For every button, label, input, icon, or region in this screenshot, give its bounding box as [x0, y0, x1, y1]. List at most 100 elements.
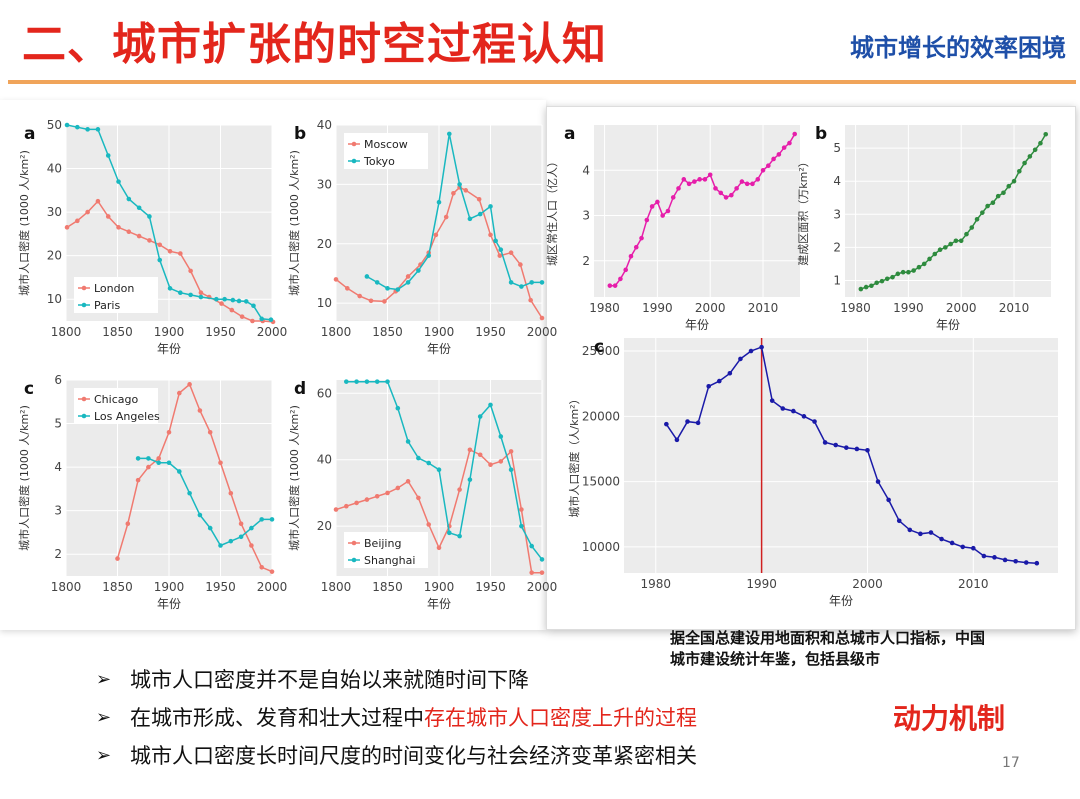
data-point [146, 456, 151, 461]
data-point [508, 449, 514, 454]
data-point [618, 276, 623, 282]
x-tick-label: 1800 [321, 325, 352, 339]
data-point [219, 301, 224, 306]
data-point [623, 267, 628, 273]
y-tick-label: 4 [54, 460, 62, 474]
x-tick-label: 1800 [321, 580, 352, 594]
data-point [854, 446, 860, 452]
panel-letter: a [24, 124, 35, 144]
data-point [197, 512, 203, 518]
legend-box [74, 277, 158, 313]
data-point [498, 459, 504, 464]
x-tick-label: 1950 [205, 580, 236, 594]
data-point [843, 445, 849, 450]
data-point [665, 208, 671, 214]
data-point [136, 205, 142, 211]
data-point [364, 274, 370, 279]
y-tick-label: 5 [54, 417, 62, 431]
plot-background [594, 125, 800, 297]
data-point [874, 280, 879, 286]
data-point [268, 317, 274, 322]
data-point [974, 216, 980, 222]
legend-entry: Paris [94, 299, 120, 312]
data-point [1023, 560, 1029, 565]
data-point [927, 256, 932, 262]
data-point [488, 462, 493, 468]
data-point [769, 398, 775, 403]
y-tick-label: 5 [833, 141, 841, 155]
data-point [374, 379, 380, 384]
data-point [985, 203, 990, 209]
data-point [467, 447, 473, 453]
data-point [519, 507, 524, 512]
x-tick-label: 2000 [946, 301, 977, 315]
data-point [457, 533, 462, 539]
y-tick-label: 3 [582, 209, 590, 223]
data-point [333, 277, 339, 282]
data-point [488, 204, 493, 209]
page-title: 二、城市扩张的时空过程认知 [22, 19, 607, 70]
data-point [739, 179, 745, 184]
data-point [981, 553, 987, 559]
data-point [64, 122, 70, 128]
x-axis-label: 年份 [157, 597, 181, 611]
y-tick-label: 40 [317, 453, 332, 467]
data-point [259, 564, 265, 570]
data-point [382, 299, 387, 304]
data-point [477, 211, 483, 217]
data-point [467, 477, 473, 482]
data-point [1032, 147, 1038, 153]
plot-background [845, 125, 1051, 297]
data-point [405, 274, 411, 279]
data-point [135, 477, 141, 483]
data-point [865, 447, 870, 453]
legend-marker [351, 158, 357, 164]
data-point [477, 414, 483, 419]
data-point [676, 186, 681, 191]
data-point [405, 439, 411, 444]
x-tick-label: 1850 [102, 325, 133, 339]
x-tick-label: 1850 [372, 325, 403, 339]
legend-entry: Beijing [364, 537, 401, 550]
y-tick-label: 20 [317, 237, 332, 251]
data-point [75, 218, 80, 224]
x-tick-label: 1950 [475, 580, 506, 594]
y-tick-label: 20 [47, 249, 62, 263]
data-point [685, 419, 690, 424]
x-tick-label: 1950 [475, 325, 506, 339]
data-point [354, 500, 359, 506]
data-point [529, 543, 534, 549]
data-point [198, 290, 204, 295]
data-point [249, 543, 254, 548]
data-point [702, 177, 708, 182]
data-point [467, 216, 473, 222]
y-tick-label: 4 [582, 163, 590, 177]
data-point [214, 296, 219, 302]
x-tick-label: 1990 [746, 577, 777, 591]
x-tick-label: 1900 [154, 325, 185, 339]
data-point [457, 182, 462, 187]
x-tick-label: 1800 [51, 580, 82, 594]
data-point [416, 268, 421, 273]
panel-letter: a [564, 124, 575, 144]
data-point [911, 268, 916, 273]
y-tick-label: 20 [317, 519, 332, 533]
series-line [66, 124, 272, 321]
data-point [539, 557, 545, 562]
data-point [664, 421, 669, 427]
panel-letter: b [294, 124, 306, 144]
data-point [713, 186, 718, 191]
data-point [695, 420, 701, 426]
x-tick-label: 1800 [51, 325, 82, 339]
y-axis-label: 城市人口密度 (1000 人/km²) [287, 150, 301, 296]
legend-entry: Moscow [364, 138, 408, 151]
data-point [1022, 160, 1027, 166]
x-tick-label: 1850 [372, 580, 403, 594]
x-tick-label: 1850 [102, 580, 133, 594]
legend-marker [351, 540, 357, 546]
data-point [960, 544, 966, 550]
legend-entry: Chicago [94, 393, 138, 406]
y-tick-label: 2 [54, 547, 62, 561]
data-point [218, 543, 223, 548]
